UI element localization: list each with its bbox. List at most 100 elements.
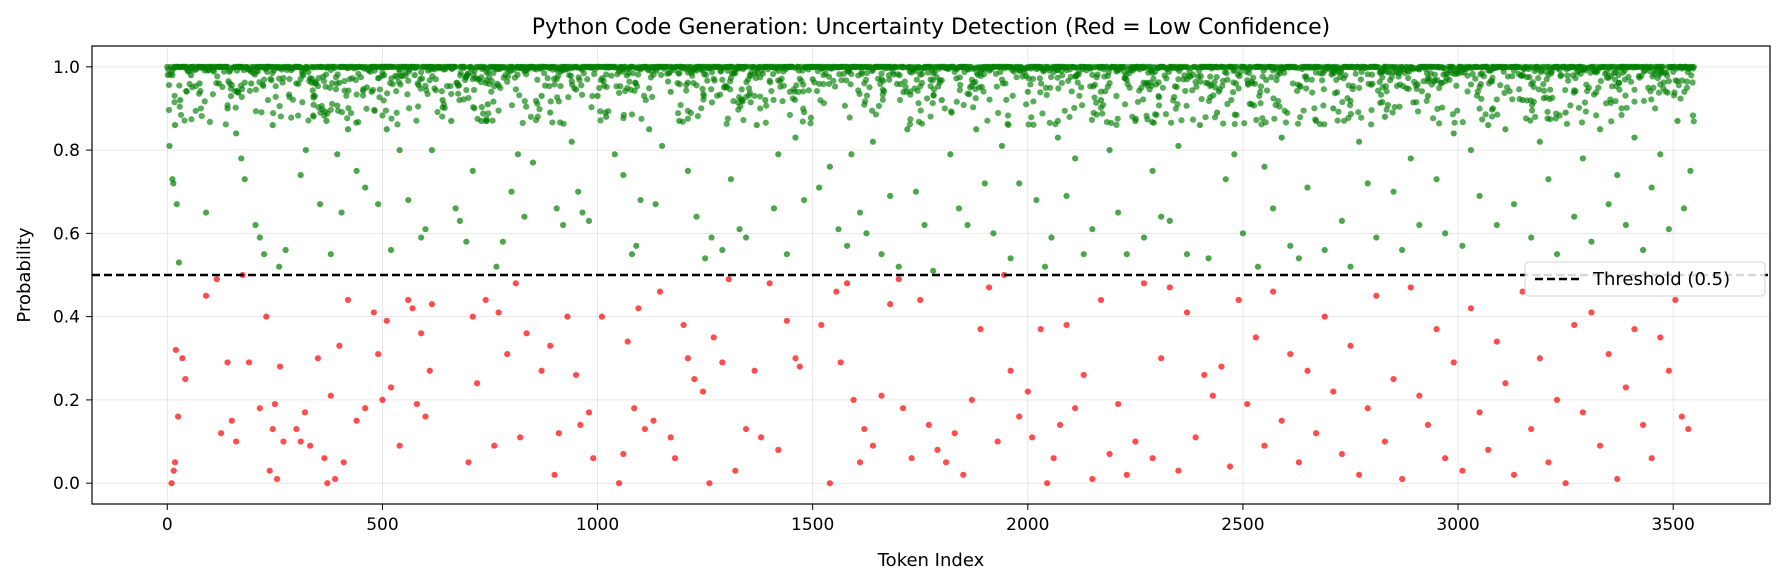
token-point-low	[273, 475, 281, 483]
token-point-high	[1500, 68, 1507, 75]
token-point-high	[915, 100, 922, 107]
token-point-high	[817, 97, 824, 104]
token-point-high	[302, 146, 309, 154]
token-point-high	[1248, 101, 1255, 108]
x-tick-label: 2000	[1006, 515, 1049, 535]
token-point-high	[279, 79, 286, 86]
token-point-high	[1244, 80, 1252, 87]
token-point-high	[819, 65, 826, 72]
token-point-high	[843, 77, 850, 84]
token-point-high	[855, 72, 862, 79]
token-point-high	[338, 209, 345, 216]
token-point-low	[1476, 409, 1483, 416]
token-point-low	[228, 417, 235, 424]
token-point-high	[742, 234, 750, 241]
token-point-high	[1593, 69, 1600, 76]
legend-box	[1524, 261, 1766, 297]
token-point-high	[347, 109, 355, 117]
token-point-high	[633, 242, 640, 249]
token-point-high	[470, 86, 478, 94]
token-point-low	[213, 276, 220, 283]
token-point-high	[264, 68, 271, 75]
token-point-high	[620, 115, 627, 122]
token-point-high	[519, 119, 526, 127]
token-point-high	[1423, 97, 1430, 105]
token-point-high	[448, 117, 455, 125]
token-point-high	[1422, 66, 1429, 73]
token-point-high	[376, 94, 383, 101]
token-point-high	[352, 76, 359, 84]
token-point-high	[902, 83, 909, 91]
token-point-high	[1472, 75, 1479, 82]
token-point-high	[276, 263, 283, 270]
token-point-high	[494, 80, 501, 87]
token-point-low	[650, 417, 657, 424]
token-point-low	[1467, 305, 1475, 312]
y-axis-ticks: 0.0 0.2 0.4 0.6 0.8 1.0	[53, 58, 92, 494]
token-point-high	[252, 221, 259, 229]
token-point-high	[1493, 221, 1500, 229]
token-point-high	[615, 89, 623, 96]
token-point-high	[1333, 76, 1340, 84]
token-point-low	[951, 430, 958, 437]
token-point-high	[637, 196, 644, 204]
token-point-high	[1497, 82, 1504, 89]
token-point-high	[1509, 96, 1516, 103]
token-point-high	[569, 81, 576, 88]
token-point-low	[615, 480, 623, 487]
token-point-high	[424, 90, 431, 98]
token-point-high	[1664, 72, 1671, 79]
token-point-high	[252, 86, 260, 93]
token-point-high	[795, 88, 802, 96]
token-point-high	[415, 103, 422, 110]
token-point-low	[925, 421, 932, 428]
token-point-high	[1091, 81, 1099, 88]
token-point-high	[522, 67, 529, 74]
token-point-high	[872, 111, 880, 118]
token-point-low	[1424, 421, 1432, 428]
token-point-high	[280, 74, 287, 82]
token-point-high	[1106, 146, 1113, 154]
token-point-high	[766, 79, 774, 86]
token-point-high	[434, 108, 441, 116]
token-point-high	[924, 95, 931, 102]
token-point-high	[907, 116, 914, 123]
token-point-high	[173, 201, 180, 208]
token-point-high	[1239, 230, 1247, 237]
token-point-high	[362, 184, 369, 191]
token-point-low	[465, 459, 472, 466]
token-point-high	[658, 71, 665, 79]
token-point-high	[699, 85, 706, 92]
token-point-high	[1334, 89, 1341, 96]
token-point-high	[1268, 74, 1275, 81]
token-point-high	[708, 99, 716, 106]
token-point-high	[1563, 120, 1571, 127]
token-point-high	[825, 80, 833, 88]
token-point-low	[1235, 296, 1242, 304]
token-point-high	[495, 107, 502, 114]
token-point-low	[1678, 413, 1685, 420]
token-point-high	[1459, 242, 1466, 249]
token-point-low	[641, 425, 648, 433]
token-point-low	[379, 396, 386, 404]
token-point-high	[387, 79, 394, 87]
token-point-low	[1605, 351, 1612, 358]
token-point-high	[769, 70, 777, 78]
token-point-low	[869, 442, 877, 449]
token-point-high	[1340, 117, 1348, 124]
token-point-high	[252, 108, 260, 115]
token-point-low	[719, 359, 726, 366]
token-point-high	[547, 109, 554, 116]
token-point-high	[344, 115, 351, 122]
token-point-high	[1454, 107, 1461, 114]
token-point-high	[1590, 91, 1598, 98]
token-point-high	[1223, 69, 1230, 77]
token-point-high	[1173, 83, 1180, 91]
token-point-high	[863, 69, 870, 77]
token-point-high	[1446, 76, 1453, 84]
token-point-low	[1502, 380, 1509, 387]
token-point-high	[429, 73, 436, 80]
token-point-high	[288, 114, 295, 121]
token-point-high	[439, 113, 446, 120]
y-tick-label: 1.0	[53, 58, 80, 78]
